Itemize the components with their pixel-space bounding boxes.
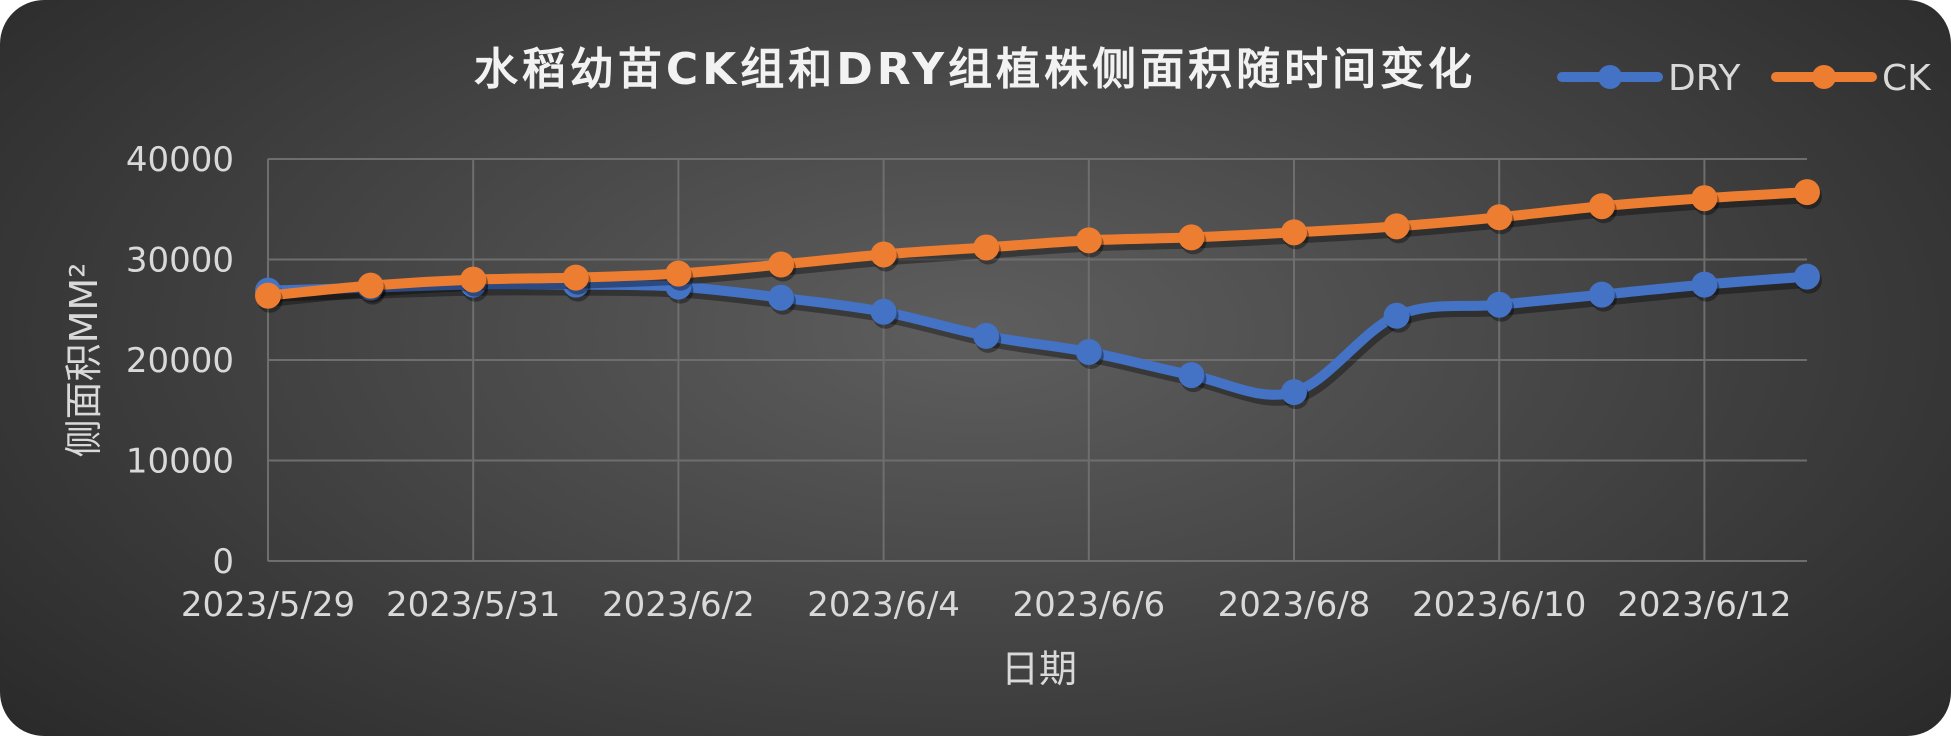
x-tick-label: 2023/6/10 — [1412, 585, 1586, 625]
data-point-ck — [1691, 185, 1718, 212]
data-point-ck — [1075, 227, 1102, 254]
data-point-dry — [768, 284, 794, 311]
data-point-ck — [1281, 219, 1307, 246]
data-point-ck — [665, 260, 692, 287]
data-point-ck — [1383, 213, 1410, 240]
x-tick-label: 2023/6/8 — [1218, 585, 1371, 625]
x-axis-ticks: 2023/5/29 2023/5/31 2023/6/2 2023/6/4 2023/6… — [181, 585, 1792, 625]
legend-item-ck: CK — [1771, 58, 1932, 99]
data-point-ck — [357, 272, 384, 299]
legend-label: DRY — [1668, 58, 1741, 99]
data-point-ck — [1178, 224, 1205, 251]
data-point-ck — [1588, 193, 1615, 220]
data-point-dry — [870, 298, 897, 325]
legend-swatch-marker — [1812, 65, 1836, 89]
series-line-shadow — [265, 191, 1816, 307]
legend-swatch-marker — [1598, 65, 1622, 89]
data-point-dry — [1486, 291, 1513, 318]
data-point-ck — [768, 251, 794, 278]
data-point-ck — [973, 234, 1000, 261]
y-axis-ticks: 0 10000 20000 30000 40000 — [126, 140, 234, 582]
chart-title: 水稻幼苗CK组和DRY组植株侧面积随时间变化 — [474, 44, 1476, 95]
series-line-ck — [263, 187, 1812, 301]
legend-item-dry: DRY — [1557, 58, 1741, 99]
data-point-dry — [1794, 263, 1820, 290]
data-point-dry — [1075, 338, 1102, 365]
data-point-ck — [870, 241, 897, 268]
series-ck — [255, 179, 1822, 313]
y-tick-label: 30000 — [126, 241, 234, 281]
x-tick-label: 2023/5/29 — [181, 585, 355, 625]
data-point-dry — [1588, 281, 1615, 308]
data-point-dry — [1281, 379, 1307, 406]
data-point-ck — [1486, 204, 1513, 231]
data-point-ck — [562, 264, 589, 291]
legend-label: CK — [1882, 58, 1932, 99]
y-tick-label: 0 — [212, 542, 234, 582]
series-layer — [255, 179, 1822, 410]
y-tick-label: 10000 — [126, 442, 234, 482]
data-point-ck — [255, 282, 281, 309]
x-tick-label: 2023/5/31 — [386, 585, 560, 625]
x-axis-title: 日期 — [1001, 647, 1077, 691]
series-line-dry — [263, 271, 1812, 400]
y-tick-label: 40000 — [126, 140, 234, 180]
x-tick-label: 2023/6/2 — [602, 585, 755, 625]
data-point-dry — [1691, 271, 1718, 298]
x-tick-label: 2023/6/6 — [1012, 585, 1165, 625]
x-tick-label: 2023/6/4 — [807, 585, 960, 625]
data-point-ck — [460, 266, 487, 293]
data-point-dry — [1383, 302, 1410, 329]
data-point-ck — [1794, 179, 1820, 206]
data-point-dry — [1178, 362, 1205, 389]
y-axis-title: 侧面积MM² — [62, 263, 106, 458]
x-tick-label: 2023/6/12 — [1617, 585, 1791, 625]
y-tick-label: 20000 — [126, 341, 234, 381]
data-point-dry — [973, 322, 1000, 349]
legend: DRY CK — [1557, 58, 1932, 99]
series-dry — [255, 263, 1822, 410]
